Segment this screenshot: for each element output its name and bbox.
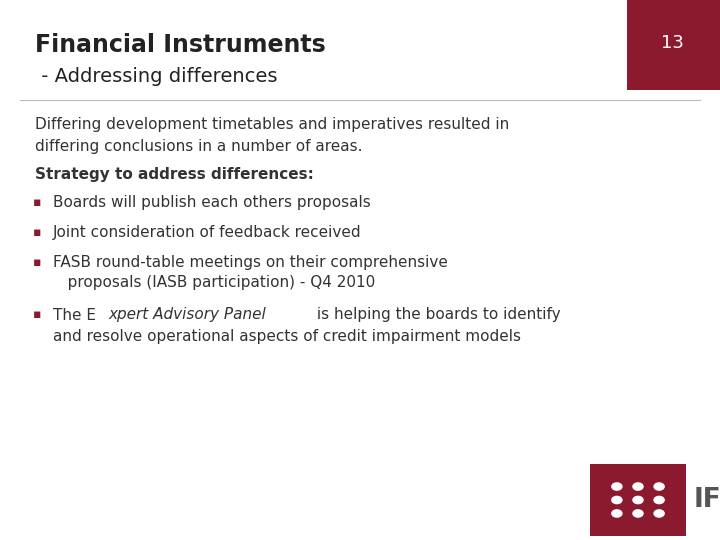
- Text: ▪: ▪: [33, 308, 42, 321]
- Circle shape: [653, 482, 665, 491]
- Text: Differing development timetables and imperatives resulted in: Differing development timetables and imp…: [35, 118, 509, 132]
- Text: The E: The E: [53, 307, 96, 322]
- Circle shape: [632, 509, 644, 518]
- Circle shape: [653, 496, 665, 504]
- Text: IFRS: IFRS: [694, 487, 720, 513]
- Circle shape: [632, 482, 644, 491]
- Circle shape: [611, 496, 623, 504]
- Bar: [627, 0, 720, 90]
- Circle shape: [632, 496, 644, 504]
- Text: proposals (IASB participation) - Q4 2010: proposals (IASB participation) - Q4 2010: [53, 275, 375, 291]
- Text: ▪: ▪: [33, 226, 42, 239]
- Text: and resolve operational aspects of credit impairment models: and resolve operational aspects of credi…: [53, 328, 521, 343]
- Circle shape: [611, 509, 623, 518]
- Text: 13: 13: [660, 34, 683, 52]
- Text: Boards will publish each others proposals: Boards will publish each others proposal…: [53, 194, 371, 210]
- Bar: [590, 464, 686, 536]
- Text: - Addressing differences: - Addressing differences: [35, 68, 277, 86]
- Text: differing conclusions in a number of areas.: differing conclusions in a number of are…: [35, 139, 362, 154]
- Text: FASB round-table meetings on their comprehensive: FASB round-table meetings on their compr…: [53, 254, 448, 269]
- Text: is helping the boards to identify: is helping the boards to identify: [312, 307, 561, 322]
- Text: ▪: ▪: [33, 255, 42, 268]
- Text: Strategy to address differences:: Strategy to address differences:: [35, 167, 314, 183]
- Text: Financial Instruments: Financial Instruments: [35, 33, 325, 57]
- Text: xpert Advisory Panel: xpert Advisory Panel: [109, 307, 266, 322]
- Circle shape: [653, 509, 665, 518]
- Circle shape: [611, 482, 623, 491]
- Text: ▪: ▪: [33, 195, 42, 208]
- Text: Joint consideration of feedback received: Joint consideration of feedback received: [53, 225, 361, 240]
